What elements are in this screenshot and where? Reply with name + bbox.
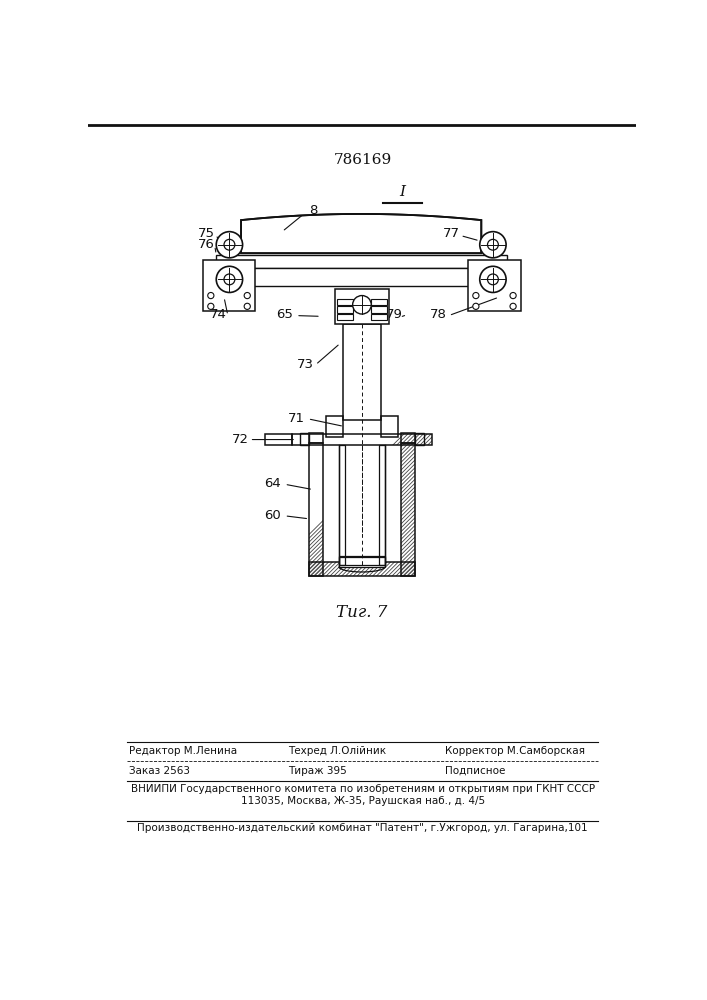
Bar <box>337 306 353 312</box>
Text: Редактор М.Ленина: Редактор М.Ленина <box>129 746 237 756</box>
Circle shape <box>473 292 479 299</box>
Circle shape <box>510 292 516 299</box>
Text: 73: 73 <box>297 358 314 371</box>
Circle shape <box>488 274 498 285</box>
Text: 78: 78 <box>431 308 447 321</box>
Bar <box>371 314 387 320</box>
Circle shape <box>216 232 243 258</box>
Text: Подписное: Подписное <box>445 766 506 776</box>
Bar <box>216 268 507 286</box>
Text: 71: 71 <box>288 412 305 425</box>
Bar <box>216 255 507 268</box>
Polygon shape <box>241 214 481 253</box>
Circle shape <box>510 303 516 309</box>
Text: Τиг. 7: Τиг. 7 <box>337 604 387 621</box>
Text: Производственно-издательский комбинат "Патент", г.Ужгород, ул. Гагарина,101: Производственно-издательский комбинат "П… <box>137 823 588 833</box>
Text: 60: 60 <box>264 509 281 522</box>
Circle shape <box>216 266 243 292</box>
Circle shape <box>488 239 498 250</box>
Bar <box>337 299 353 305</box>
Circle shape <box>473 303 479 309</box>
Text: 79: 79 <box>386 308 403 321</box>
Circle shape <box>224 239 235 250</box>
Text: Техред Л.Олійник: Техред Л.Олійник <box>288 746 387 756</box>
Text: ВНИИПИ Государственного комитета по изобретениям и открытиям при ГКНТ СССР: ВНИИПИ Государственного комитета по изоб… <box>131 784 595 794</box>
Bar <box>468 260 521 311</box>
Text: 74: 74 <box>210 308 227 321</box>
Circle shape <box>208 303 214 309</box>
Text: Тираж 395: Тираж 395 <box>288 766 347 776</box>
Circle shape <box>244 303 250 309</box>
Text: 76: 76 <box>198 238 215 251</box>
Circle shape <box>208 292 214 299</box>
Bar <box>371 306 387 312</box>
Circle shape <box>224 274 235 285</box>
Bar <box>337 314 353 320</box>
Circle shape <box>480 232 506 258</box>
Text: 113035, Москва, Ж-35, Раушская наб., д. 4/5: 113035, Москва, Ж-35, Раушская наб., д. … <box>240 796 485 806</box>
Text: I: I <box>399 185 405 199</box>
Text: 77: 77 <box>443 227 460 240</box>
Circle shape <box>353 296 371 314</box>
Bar <box>339 556 385 567</box>
Text: 64: 64 <box>264 477 281 490</box>
Circle shape <box>480 266 506 292</box>
Bar <box>335 289 389 324</box>
Text: 75: 75 <box>198 227 215 240</box>
Bar <box>371 299 387 305</box>
Bar <box>339 445 385 565</box>
Text: 72: 72 <box>232 433 249 446</box>
Text: 65: 65 <box>276 308 293 321</box>
Circle shape <box>244 292 250 299</box>
Bar <box>343 324 381 420</box>
Text: Заказ 2563: Заказ 2563 <box>129 766 189 776</box>
Text: 786169: 786169 <box>334 153 392 167</box>
Text: 8: 8 <box>309 204 317 217</box>
Bar <box>203 260 255 311</box>
Text: Корректор М.Самборская: Корректор М.Самборская <box>445 746 585 756</box>
